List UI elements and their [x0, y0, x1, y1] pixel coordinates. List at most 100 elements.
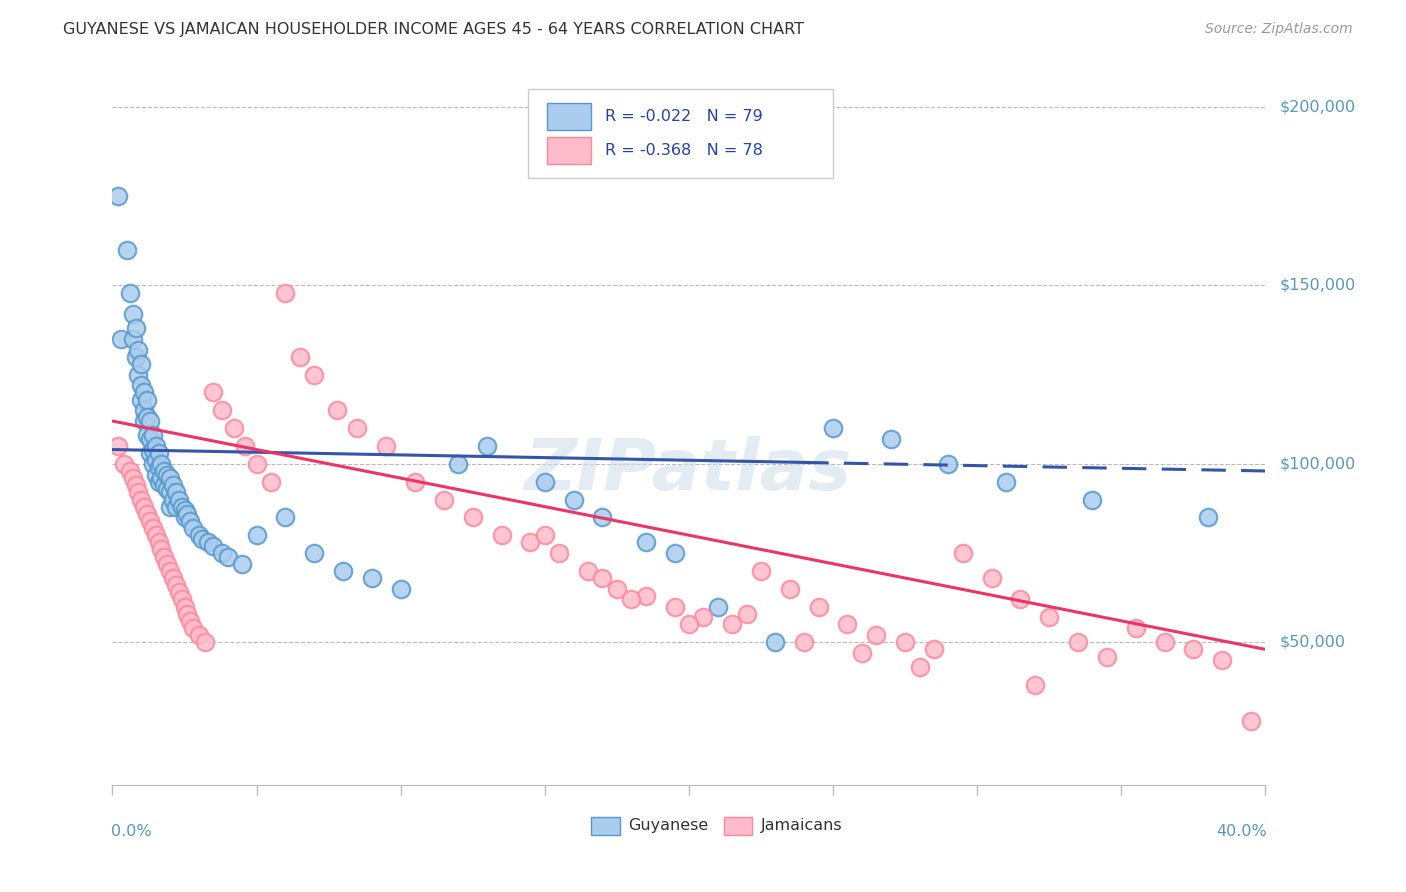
Point: [692, 610, 714, 624]
Point: [562, 492, 585, 507]
Point: [139, 446, 162, 460]
Point: [807, 599, 830, 614]
Point: [995, 475, 1018, 489]
Point: [129, 357, 153, 371]
Point: [346, 421, 368, 435]
Point: [222, 421, 245, 435]
Text: Jamaicans: Jamaicans: [761, 818, 842, 833]
Point: [491, 528, 513, 542]
Bar: [724, 817, 752, 835]
Point: [664, 599, 686, 614]
Point: [980, 571, 1002, 585]
Point: [148, 446, 170, 460]
Point: [121, 307, 143, 321]
Point: [136, 410, 159, 425]
Point: [360, 571, 382, 585]
Point: [304, 368, 326, 382]
Point: [153, 478, 176, 492]
Point: [231, 557, 253, 571]
Point: [145, 439, 167, 453]
Point: [165, 578, 187, 592]
Point: [274, 285, 297, 300]
Point: [678, 617, 700, 632]
Point: [475, 439, 499, 453]
Bar: [547, 137, 591, 164]
Point: [576, 564, 599, 578]
Point: [304, 546, 326, 560]
Point: [188, 528, 211, 542]
Point: [936, 457, 959, 471]
Point: [162, 571, 184, 585]
Point: [1081, 492, 1104, 507]
Text: $200,000: $200,000: [1279, 100, 1355, 114]
Text: R = -0.022   N = 79: R = -0.022 N = 79: [605, 109, 762, 124]
Point: [447, 457, 470, 471]
Point: [136, 507, 159, 521]
Point: [1240, 714, 1263, 728]
Point: [124, 478, 146, 492]
Point: [260, 475, 283, 489]
Point: [124, 350, 146, 364]
Point: [664, 546, 686, 560]
Point: [211, 546, 233, 560]
Point: [202, 385, 225, 400]
Point: [142, 442, 165, 457]
Point: [110, 332, 132, 346]
Point: [165, 500, 187, 514]
Point: [404, 475, 426, 489]
FancyBboxPatch shape: [527, 89, 832, 178]
Point: [153, 464, 176, 478]
Bar: [547, 103, 591, 130]
Point: [145, 453, 167, 467]
Point: [548, 546, 571, 560]
Point: [188, 628, 211, 642]
Point: [167, 492, 190, 507]
Point: [793, 635, 815, 649]
Point: [142, 457, 165, 471]
Point: [121, 332, 143, 346]
Point: [191, 532, 214, 546]
Point: [148, 475, 170, 489]
Point: [170, 592, 193, 607]
Point: [332, 564, 354, 578]
Point: [194, 635, 217, 649]
Point: [134, 403, 156, 417]
Point: [145, 528, 167, 542]
Point: [1010, 592, 1032, 607]
Point: [167, 585, 190, 599]
Point: [156, 557, 179, 571]
Point: [721, 617, 744, 632]
Text: GUYANESE VS JAMAICAN HOUSEHOLDER INCOME AGES 45 - 64 YEARS CORRELATION CHART: GUYANESE VS JAMAICAN HOUSEHOLDER INCOME …: [63, 22, 804, 37]
Text: $100,000: $100,000: [1279, 457, 1355, 471]
Point: [288, 350, 311, 364]
Point: [433, 492, 456, 507]
Point: [1024, 678, 1046, 692]
Point: [134, 414, 156, 428]
Point: [145, 467, 167, 482]
Point: [173, 599, 195, 614]
Point: [112, 457, 135, 471]
Point: [107, 189, 129, 203]
Point: [148, 460, 170, 475]
Point: [118, 285, 141, 300]
Point: [908, 660, 931, 674]
Point: [620, 592, 643, 607]
Point: [779, 582, 801, 596]
Point: [1038, 610, 1060, 624]
Point: [139, 432, 162, 446]
Point: [150, 542, 173, 557]
Point: [765, 635, 787, 649]
Point: [1095, 649, 1118, 664]
Point: [118, 464, 141, 478]
Point: [181, 621, 204, 635]
Point: [179, 614, 201, 628]
Point: [139, 514, 162, 528]
Text: Guyanese: Guyanese: [628, 818, 709, 833]
Point: [129, 492, 153, 507]
Point: [134, 385, 156, 400]
Point: [150, 457, 173, 471]
Point: [837, 617, 859, 632]
Point: [592, 571, 614, 585]
Point: [107, 439, 129, 453]
Point: [156, 482, 179, 496]
